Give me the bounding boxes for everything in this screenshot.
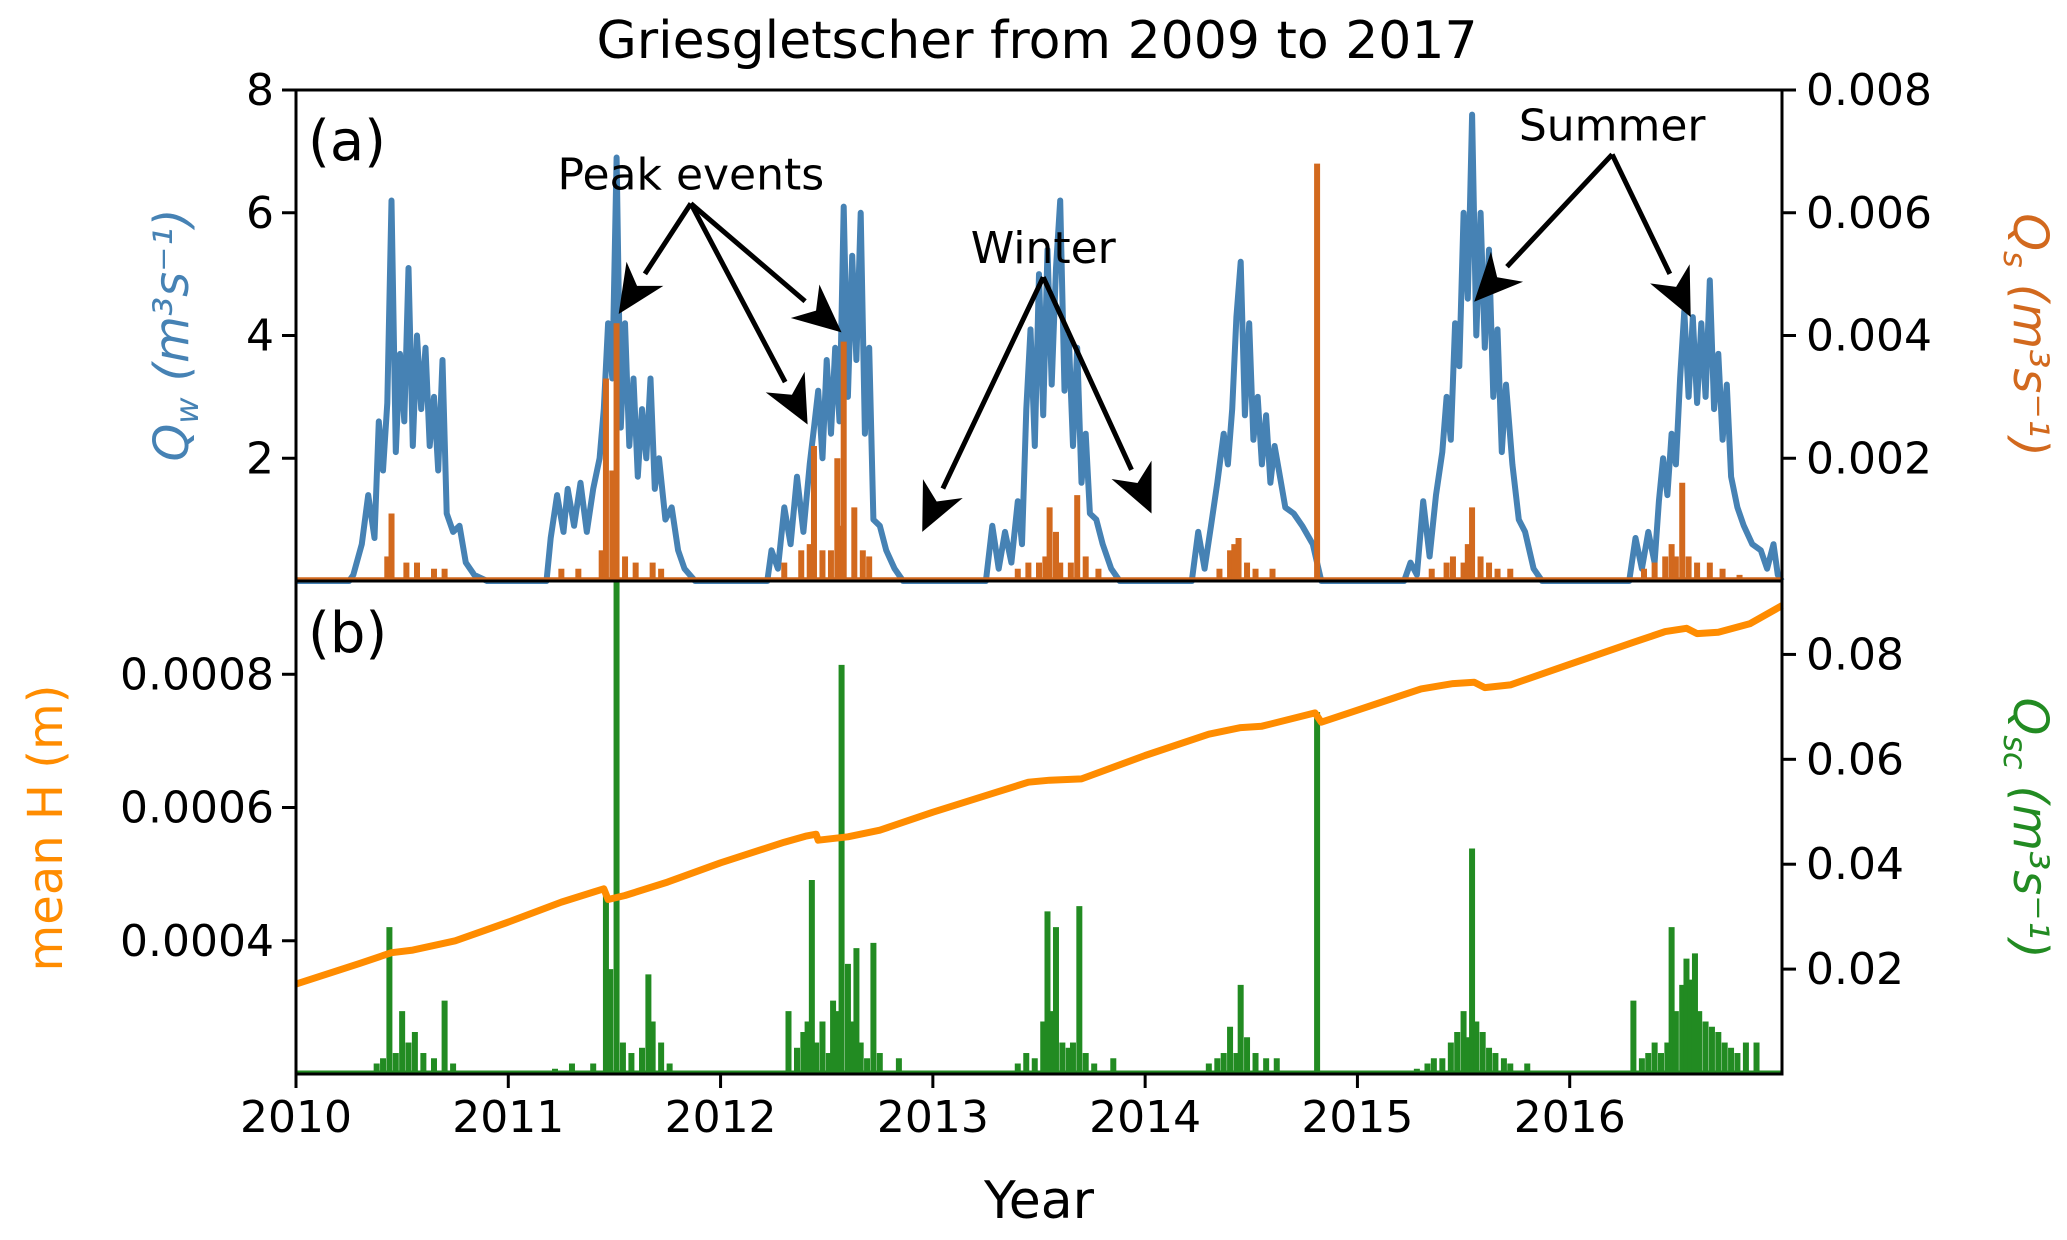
annotation-arrowhead bbox=[922, 479, 963, 532]
annotation-arrowhead bbox=[790, 284, 842, 333]
panel-label-a: (a) bbox=[308, 109, 386, 174]
annotation-arrowhead bbox=[1474, 251, 1524, 302]
x-tick-label: 2015 bbox=[1301, 1092, 1413, 1143]
y-ticks-left-b: 0.0004 0.0006 0.0008 bbox=[120, 649, 296, 967]
qsc-label-unit: (m³s⁻¹) bbox=[2002, 786, 2058, 959]
y-tick-label: 0.0006 bbox=[120, 783, 274, 834]
y-ticks-right-b: 0.02 0.04 0.06 0.08 bbox=[1782, 629, 1904, 995]
qw-label-main: Q bbox=[144, 424, 200, 462]
y-tick-label: 0.008 bbox=[1806, 65, 1932, 116]
x-tick-label: 2016 bbox=[1514, 1092, 1626, 1143]
annotation-arrow bbox=[940, 276, 1046, 490]
annotation-arrow bbox=[642, 202, 693, 276]
qw-line bbox=[296, 111, 1785, 584]
x-tick-label: 2014 bbox=[1089, 1092, 1201, 1143]
annotation-text: Peak events bbox=[557, 150, 824, 201]
x-tick-label: 2011 bbox=[452, 1092, 564, 1143]
x-tick-label: 2010 bbox=[240, 1092, 352, 1143]
qsc-label-sub: sc bbox=[1996, 735, 2034, 770]
x-axis-label: Year bbox=[983, 1171, 1095, 1231]
annotation-arrow bbox=[688, 202, 788, 384]
y-tick-label: 0.04 bbox=[1806, 839, 1904, 890]
series-mean-h bbox=[294, 602, 1784, 988]
x-ticks: 2010 2011 2012 2013 2014 2015 2016 bbox=[240, 1074, 1626, 1143]
qsc-label-main: Q bbox=[2002, 697, 2058, 735]
annotation-arrow bbox=[1040, 276, 1134, 471]
series-qsc bbox=[296, 581, 1782, 1076]
y-tick-label: 0.006 bbox=[1806, 188, 1932, 239]
panel-b: 0.0004 0.0006 0.0008 0.02 0.04 0.06 0.08 2010… bbox=[18, 579, 2058, 1231]
qs-label-unit: (m³s⁻¹) bbox=[2002, 284, 2058, 457]
x-tick-label: 2013 bbox=[877, 1092, 989, 1143]
annotation-arrow bbox=[1505, 152, 1614, 269]
y-tick-label: 0.08 bbox=[1806, 629, 1904, 680]
panel-label-b: (b) bbox=[308, 601, 387, 666]
qw-label-unit: (m³s⁻¹) bbox=[144, 209, 200, 382]
y-tick-label: 8 bbox=[246, 65, 274, 116]
qs-label-sub: s bbox=[1996, 251, 2034, 268]
y-tick-label: 0.02 bbox=[1806, 944, 1904, 995]
x-tick-label: 2012 bbox=[665, 1092, 777, 1143]
panel-b-frame bbox=[294, 579, 1784, 1076]
annotation-arrow bbox=[689, 201, 807, 304]
y-axis-label-left-a: Qw (m³s⁻¹) bbox=[144, 209, 206, 462]
qs-label-main: Q bbox=[2002, 213, 2058, 251]
y-tick-label: 4 bbox=[246, 311, 274, 362]
y-axis-label-left-b: mean H (m) bbox=[18, 685, 74, 972]
y-ticks-left-a: 2 4 6 8 bbox=[246, 65, 296, 484]
annotation-text: Winter bbox=[971, 223, 1117, 274]
annotations: Peak events Winter Summer bbox=[557, 100, 1707, 532]
mean-h-line bbox=[294, 602, 1784, 988]
annotation-text: Summer bbox=[1519, 100, 1707, 151]
qw-label-sub: w bbox=[168, 397, 206, 424]
y-ticks-right-a: 0.002 0.004 0.006 0.008 bbox=[1782, 65, 1932, 484]
series-qw bbox=[296, 111, 1785, 584]
annotation-arrowhead bbox=[765, 371, 808, 425]
annotation-arrowhead bbox=[618, 261, 664, 315]
annotation-arrowhead bbox=[1650, 264, 1691, 318]
y-axis-label-right-a: Qs (m³s⁻¹) bbox=[1996, 213, 2058, 457]
y-tick-label: 0.002 bbox=[1806, 433, 1932, 484]
y-tick-label: 0.06 bbox=[1806, 734, 1904, 785]
y-tick-label: 0.0008 bbox=[120, 649, 274, 700]
y-tick-label: 0.004 bbox=[1806, 311, 1932, 362]
y-tick-label: 2 bbox=[246, 433, 274, 484]
annotation-arrow bbox=[1609, 153, 1673, 275]
y-tick-label: 0.0004 bbox=[120, 916, 274, 967]
chart-title: Griesgletscher from 2009 to 2017 bbox=[596, 11, 1477, 71]
y-tick-label: 6 bbox=[246, 188, 274, 239]
annotation-arrowhead bbox=[1111, 460, 1152, 514]
y-axis-label-right-b: Qsc (m³s⁻¹) bbox=[1996, 697, 2058, 958]
